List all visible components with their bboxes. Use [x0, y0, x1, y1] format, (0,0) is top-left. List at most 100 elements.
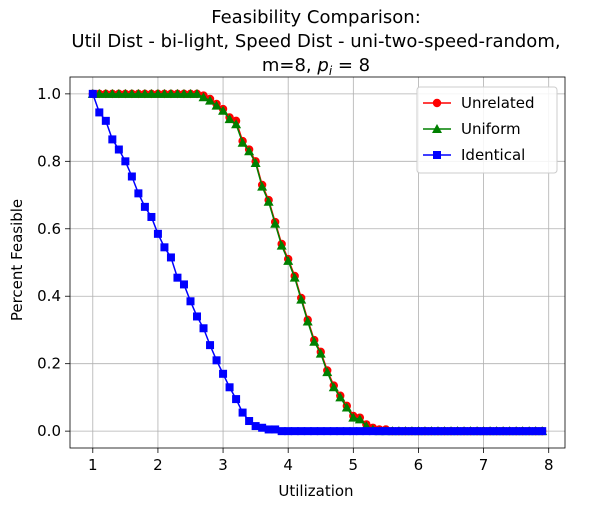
data-point-uniform	[211, 100, 222, 110]
data-point-identical	[212, 356, 221, 365]
data-point-identical	[121, 157, 130, 166]
data-point-identical	[199, 324, 208, 333]
data-point-identical	[134, 189, 143, 198]
data-point-identical	[538, 427, 547, 436]
data-point-uniform	[250, 158, 261, 168]
data-point-identical	[427, 427, 436, 436]
data-point-identical	[394, 427, 403, 436]
y-tick-label: 0.2	[37, 355, 61, 373]
data-point-identical	[173, 273, 182, 282]
data-point-uniform	[100, 88, 111, 98]
y-tick-label: 0.6	[37, 220, 61, 238]
data-point-identical	[238, 408, 247, 417]
data-point-identical	[525, 427, 534, 436]
y-tick-label: 0.0	[37, 422, 61, 440]
legend-label-unrelated: Unrelated	[461, 94, 535, 112]
data-point-identical	[297, 427, 306, 436]
data-point-uniform	[263, 196, 274, 206]
data-point-identical	[310, 427, 319, 436]
data-point-uniform	[218, 105, 229, 115]
data-point-identical	[160, 243, 169, 252]
data-point-identical	[512, 427, 521, 436]
data-point-identical	[88, 89, 97, 98]
data-point-identical	[336, 427, 345, 436]
series-identical	[88, 89, 547, 436]
legend-marker-identical	[433, 151, 441, 159]
data-point-uniform	[328, 382, 339, 392]
data-point-identical	[531, 427, 540, 436]
data-point-identical	[193, 312, 202, 321]
data-point-identical	[499, 427, 508, 436]
data-point-identical	[166, 253, 175, 262]
data-point-identical	[251, 422, 260, 431]
y-axis-label: Percent Feasible	[8, 199, 26, 321]
data-point-uniform	[231, 119, 242, 129]
data-point-uniform	[152, 88, 163, 98]
data-point-identical	[95, 108, 104, 117]
data-point-identical	[447, 427, 456, 436]
data-point-uniform	[172, 88, 183, 98]
data-point-uniform	[270, 218, 281, 228]
data-point-uniform	[354, 414, 365, 424]
axes	[65, 76, 566, 453]
data-point-identical	[329, 427, 338, 436]
data-point-identical	[518, 427, 527, 436]
x-tick-label: 7	[479, 456, 489, 474]
data-point-identical	[186, 297, 195, 306]
data-point-uniform	[120, 88, 131, 98]
data-point-identical	[420, 427, 429, 436]
data-point-identical	[466, 427, 475, 436]
data-point-uniform	[257, 181, 268, 191]
data-point-uniform	[341, 402, 352, 412]
data-point-uniform	[133, 88, 144, 98]
data-point-uniform	[276, 240, 287, 250]
data-point-identical	[271, 425, 280, 434]
chart-title: Feasibility Comparison: Util Dist - bi-l…	[71, 7, 560, 78]
data-point-identical	[264, 425, 273, 434]
data-point-uniform	[139, 88, 150, 98]
data-point-uniform	[348, 412, 359, 422]
data-point-identical	[258, 423, 267, 432]
data-point-uniform	[322, 367, 333, 377]
data-point-identical	[362, 427, 371, 436]
data-point-identical	[460, 427, 469, 436]
data-point-identical	[381, 427, 390, 436]
legend-box	[416, 86, 558, 174]
title-line-2: Util Dist - bi-light, Speed Dist - uni-t…	[71, 31, 560, 52]
legend-marker-unrelated	[432, 98, 442, 108]
x-tick-label: 4	[283, 456, 293, 474]
data-point-identical	[505, 427, 514, 436]
legend-marker-uniform	[432, 124, 442, 133]
data-point-identical	[388, 427, 397, 436]
legend-label-uniform: Uniform	[461, 120, 521, 138]
x-tick-label: 3	[218, 456, 228, 474]
data-point-identical	[401, 427, 410, 436]
data-point-uniform	[192, 88, 203, 98]
title-line-3: m=8, pi = 8	[262, 55, 370, 78]
title-line-3-suffix: = 8	[332, 55, 370, 76]
legend-label-identical: Identical	[461, 146, 525, 164]
data-point-uniform	[302, 316, 313, 326]
data-point-identical	[147, 212, 156, 221]
data-point-identical	[108, 135, 117, 144]
data-point-identical	[433, 427, 442, 436]
data-point-identical	[140, 202, 149, 211]
legend: Unrelated Uniform Identical	[416, 86, 558, 174]
data-point-identical	[153, 229, 162, 238]
tick-labels: 1 2 3 4 5 6 7 8 0.0 0.2 0.4 0.6 0.8 1.0	[37, 85, 553, 474]
data-point-uniform	[224, 114, 235, 124]
data-point-uniform	[205, 95, 216, 105]
data-point-uniform	[185, 88, 196, 98]
data-point-identical	[479, 427, 488, 436]
series-group	[87, 88, 548, 436]
data-point-uniform	[296, 294, 307, 304]
data-point-identical	[206, 341, 215, 350]
y-tick-label: 0.4	[37, 287, 61, 305]
data-point-uniform	[94, 88, 105, 98]
data-point-uniform	[309, 336, 320, 346]
data-point-identical	[316, 427, 325, 436]
data-point-identical	[179, 280, 188, 289]
x-axis-label: Utilization	[278, 482, 353, 500]
data-point-uniform	[113, 88, 124, 98]
